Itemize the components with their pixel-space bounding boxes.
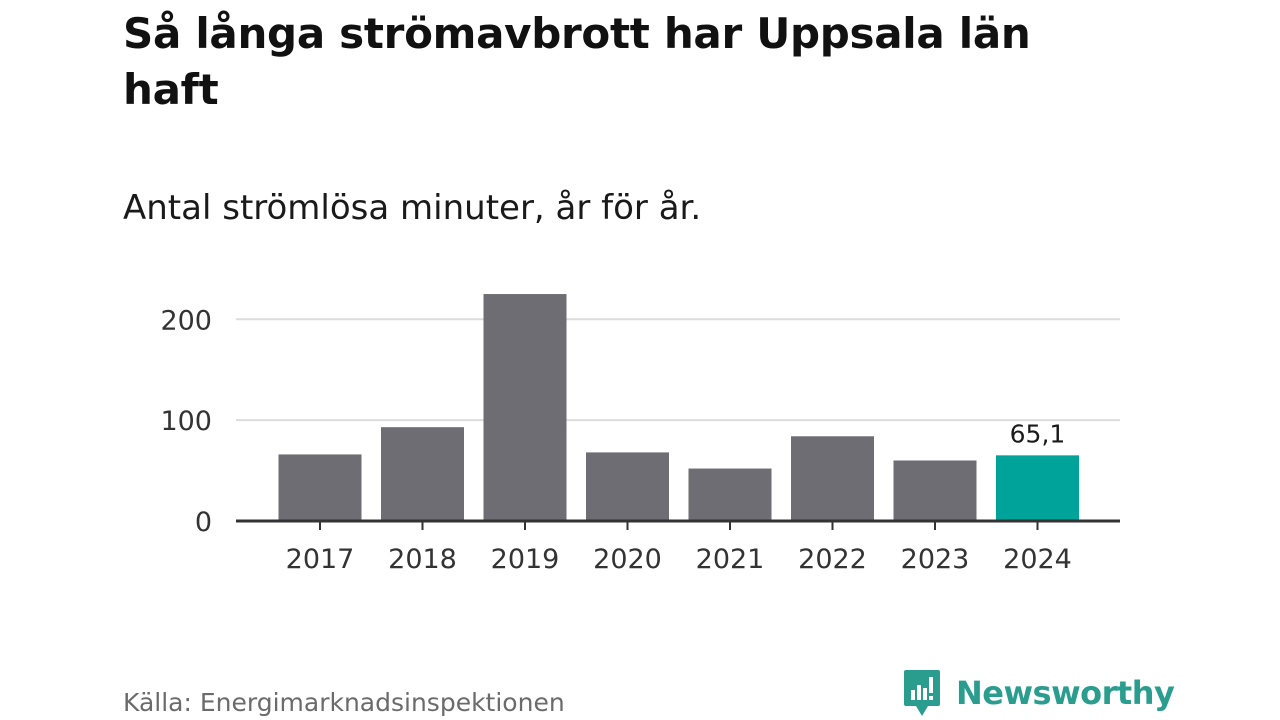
bar-2024 <box>996 455 1079 521</box>
x-tick-label-2023: 2023 <box>901 544 970 575</box>
bar-2020 <box>586 452 669 521</box>
brand-name: Newsworthy <box>956 674 1175 712</box>
x-tick-label-2017: 2017 <box>286 544 355 575</box>
x-tick-label-2020: 2020 <box>593 544 662 575</box>
bar-2022 <box>791 436 874 521</box>
bar-2019 <box>483 294 567 521</box>
x-tick-label-2021: 2021 <box>696 544 765 575</box>
source-note: Källa: Energimarknadsinspektionen <box>123 688 565 717</box>
y-tick-label-100: 100 <box>160 406 212 437</box>
chart-title: Så långa strömavbrott har Uppsala län ha… <box>123 9 1031 114</box>
x-tick-label-2019: 2019 <box>491 544 560 575</box>
brand-logo: Newsworthy <box>902 668 1175 718</box>
x-tick-label-2018: 2018 <box>388 544 457 575</box>
data-label-2024: 65,1 <box>1010 419 1066 448</box>
bar-2023 <box>893 460 977 521</box>
y-tick-label-200: 200 <box>160 305 212 336</box>
chart-subtitle: Antal strömlösa minuter, år för år. <box>123 188 702 228</box>
y-tick-label-0: 0 <box>195 507 212 538</box>
x-tick-label-2024: 2024 <box>1003 544 1072 575</box>
bar-2018 <box>381 427 464 521</box>
bar-2021 <box>688 468 772 521</box>
bar-2017 <box>278 454 362 521</box>
newsworthy-logo-icon <box>904 670 940 716</box>
x-tick-label-2022: 2022 <box>798 544 867 575</box>
